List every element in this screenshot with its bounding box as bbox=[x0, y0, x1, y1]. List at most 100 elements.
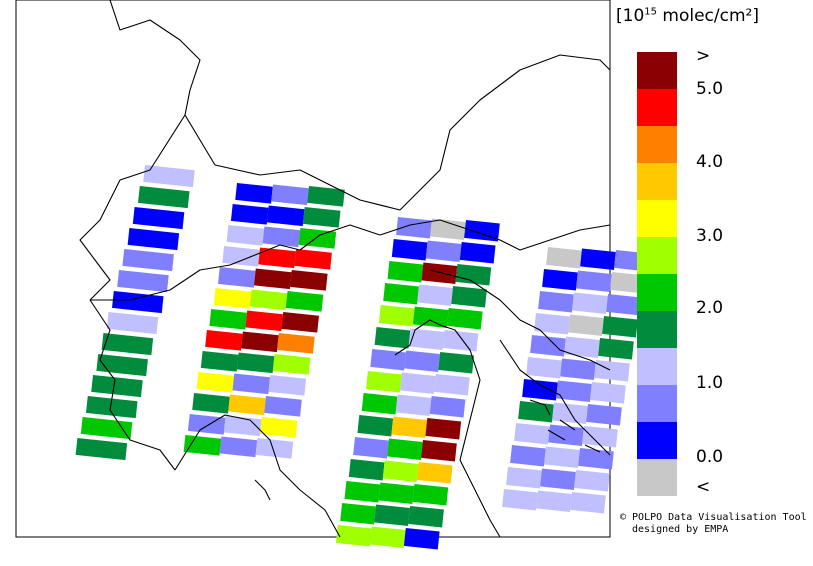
swath-pixel bbox=[245, 310, 284, 332]
swath-pixel bbox=[249, 289, 288, 311]
swath-pixel bbox=[230, 204, 269, 225]
france-italy-border bbox=[89, 299, 176, 471]
legend-swatch bbox=[637, 274, 677, 311]
slovenia-croatia-border bbox=[429, 269, 611, 371]
legend-label: < bbox=[696, 477, 711, 497]
swath-pixel bbox=[522, 379, 558, 401]
legend-swatch bbox=[637, 200, 677, 237]
legend-title: [1015 molec/cm²] bbox=[616, 6, 759, 26]
country-borders bbox=[79, 0, 611, 471]
swath-pixel bbox=[510, 445, 546, 467]
swath-pixel bbox=[219, 436, 258, 458]
swath-pixel bbox=[127, 228, 180, 251]
swath-pixel bbox=[361, 392, 398, 415]
swath-pixel bbox=[209, 309, 248, 330]
swath-pixel bbox=[502, 489, 538, 511]
swath-pixel bbox=[546, 247, 582, 269]
swath-pixel bbox=[86, 395, 138, 419]
swath-pixel bbox=[400, 372, 436, 394]
swath-pixel bbox=[122, 248, 174, 272]
swath-pixel bbox=[357, 415, 394, 437]
swath-3 bbox=[335, 217, 500, 550]
credit-line-1: © POLPO Data Visualisation Tool bbox=[620, 512, 807, 523]
swath-pixel bbox=[138, 186, 190, 209]
swath-pixel bbox=[254, 268, 292, 290]
austria-italy-border bbox=[379, 219, 611, 251]
swath-pixel bbox=[536, 490, 572, 512]
france-germany-border bbox=[109, 0, 201, 181]
swath-pixel bbox=[226, 225, 265, 246]
swath-pixel bbox=[106, 312, 159, 335]
swath-pixel bbox=[192, 393, 230, 414]
swath-pixel bbox=[271, 184, 309, 206]
swath-pixel bbox=[610, 271, 646, 294]
legend-label: 0.0 bbox=[696, 447, 724, 467]
adriatic-coast-italy bbox=[394, 319, 501, 538]
swath-pixel bbox=[348, 459, 385, 481]
legend-swatch bbox=[637, 348, 677, 385]
swath-pixel bbox=[580, 248, 616, 270]
swath-pixel bbox=[586, 403, 622, 426]
swath-pixel bbox=[132, 207, 185, 230]
swath-pixel bbox=[425, 418, 462, 440]
color-legend-bar bbox=[637, 52, 677, 496]
swath-pixel bbox=[514, 423, 550, 445]
swath-pixel bbox=[370, 349, 407, 371]
swath-pixel bbox=[228, 394, 266, 416]
swath-pixel bbox=[391, 239, 428, 261]
corsica-tip bbox=[254, 479, 271, 501]
swath-pixel bbox=[335, 525, 372, 547]
swath-pixel bbox=[582, 426, 618, 448]
swath-pixel bbox=[590, 381, 626, 404]
swath-pixel bbox=[266, 205, 305, 227]
swath-pixel bbox=[196, 372, 235, 393]
swath-pixel bbox=[101, 333, 154, 356]
swath-pixel bbox=[241, 331, 279, 353]
swath-pixel bbox=[530, 334, 566, 357]
swath-pixel bbox=[91, 375, 143, 398]
swath-4 bbox=[502, 247, 650, 514]
swath-pixel bbox=[96, 353, 148, 377]
swath-pixel bbox=[556, 380, 592, 402]
swath-pixel bbox=[387, 261, 424, 283]
germany-austria-border bbox=[399, 54, 611, 211]
legend-label: 4.0 bbox=[696, 152, 724, 172]
swath-pixel bbox=[464, 220, 500, 242]
swath-pixel bbox=[374, 504, 410, 526]
swath-pixel bbox=[548, 424, 584, 446]
legend-swatch bbox=[637, 422, 677, 459]
swath-pixel bbox=[391, 416, 428, 438]
coastlines bbox=[174, 319, 611, 538]
swath-pixel bbox=[235, 183, 273, 204]
swath-pixel bbox=[455, 264, 492, 286]
swath-pixel bbox=[187, 414, 226, 435]
swath-pixel bbox=[80, 417, 133, 440]
france-switzerland-border bbox=[79, 179, 121, 301]
swath-pixel bbox=[421, 440, 457, 462]
swath-pixel bbox=[353, 437, 389, 459]
swath-pixel bbox=[403, 528, 440, 550]
legend-swatch bbox=[637, 52, 677, 89]
swath-pixel bbox=[307, 186, 345, 207]
swath-pixel bbox=[518, 401, 554, 423]
swath-pixel bbox=[378, 305, 415, 327]
swath-pixel bbox=[438, 352, 475, 374]
swath-1 bbox=[75, 165, 195, 461]
swath-pixel bbox=[395, 394, 432, 416]
ligurian-coast bbox=[174, 414, 341, 538]
swath-pixel bbox=[378, 482, 415, 504]
swath-pixel bbox=[538, 291, 574, 313]
legend-label: 1.0 bbox=[696, 373, 724, 393]
swath-pixel bbox=[205, 330, 243, 351]
swath-pixel bbox=[281, 312, 320, 333]
swath-pixel bbox=[576, 270, 612, 292]
swath-pixel bbox=[408, 328, 445, 350]
swath-pixel bbox=[262, 226, 301, 248]
swath-pixel bbox=[564, 336, 600, 358]
swath-pixel bbox=[369, 526, 406, 548]
swath-pixel bbox=[560, 358, 596, 380]
satellite-swath-layer bbox=[75, 165, 650, 550]
legend-swatch bbox=[637, 459, 677, 496]
swath-pixel bbox=[552, 402, 588, 424]
